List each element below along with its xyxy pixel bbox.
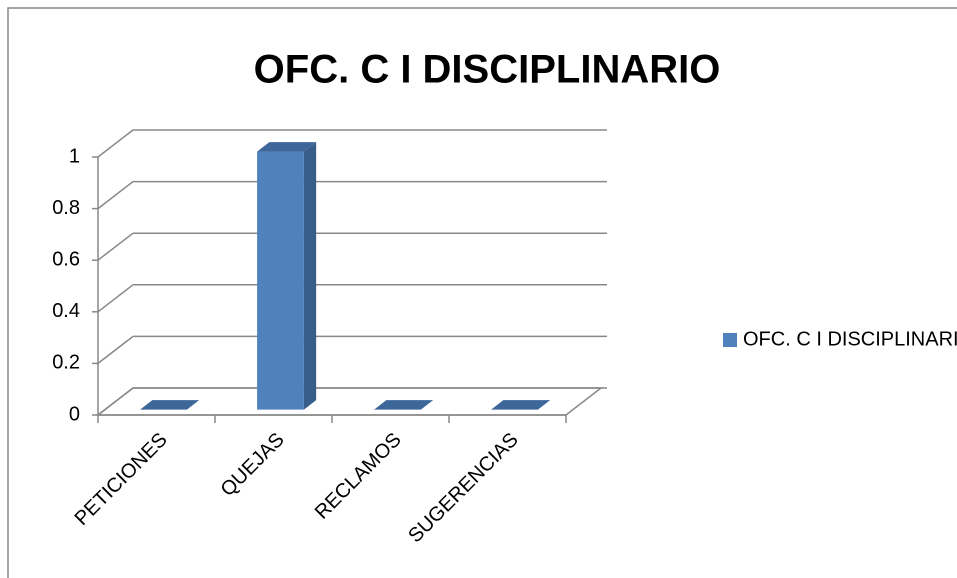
grid-line — [97, 335, 134, 364]
bar-side — [303, 142, 317, 410]
legend-label: OFC. C I DISCIPLINARIO — [743, 328, 957, 350]
bar — [257, 151, 304, 410]
grid-line — [97, 129, 134, 158]
chart-title: OFC. C I DISCIPLINARIO — [254, 48, 721, 92]
grid-line — [97, 284, 134, 313]
legend-swatch — [723, 333, 737, 347]
bar-top — [257, 142, 317, 152]
y-tick-label: 0.2 — [52, 352, 80, 374]
grid-line — [97, 181, 134, 210]
chart-frame — [7, 7, 957, 578]
grid-line — [97, 387, 134, 416]
bar-top — [491, 400, 551, 410]
y-tick-label: 0.4 — [52, 300, 80, 322]
y-tick-label: 0.6 — [52, 248, 80, 270]
bar-top — [140, 400, 200, 410]
y-tick-label: 0.8 — [52, 197, 80, 219]
y-tick-label: 0 — [69, 403, 80, 425]
y-tick-label: 1 — [69, 145, 80, 167]
grid-line — [97, 232, 134, 261]
bar-top — [374, 400, 434, 410]
